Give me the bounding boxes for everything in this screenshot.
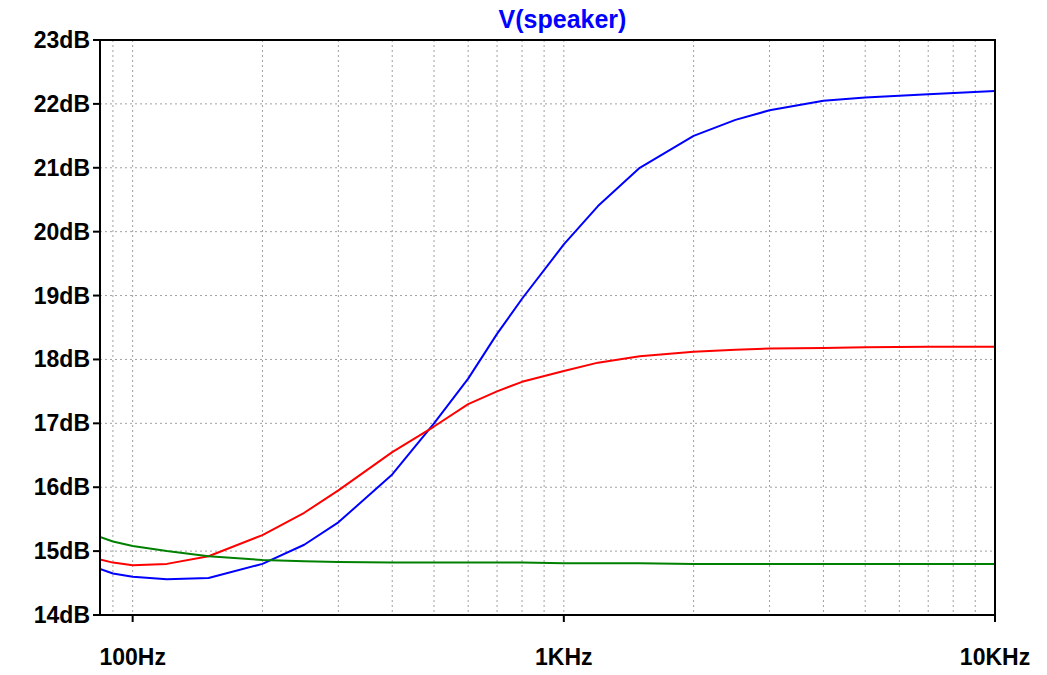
minor-grid: [975, 40, 976, 615]
y-grid: [100, 359, 995, 360]
y-tick: [93, 550, 100, 552]
minor-grid: [468, 40, 469, 615]
x-tick: [132, 615, 134, 622]
minor-grid: [823, 40, 824, 615]
y-tick-label: 18dB: [34, 346, 90, 372]
minor-grid: [112, 40, 113, 615]
y-tick-label: 22dB: [34, 91, 90, 117]
x-tick-label: 10KHz: [960, 644, 1030, 670]
y-grid: [100, 551, 995, 552]
minor-grid: [262, 40, 263, 615]
y-grid: [100, 423, 995, 424]
minor-grid: [953, 40, 954, 615]
minor-grid: [338, 40, 339, 615]
y-tick-label: 23dB: [34, 27, 90, 53]
y-tick: [93, 358, 100, 360]
minor-grid: [434, 40, 435, 615]
minor-grid: [544, 40, 545, 615]
plot-area: [100, 91, 995, 579]
x-grid: [563, 40, 564, 615]
y-tick-label: 17dB: [34, 410, 90, 436]
y-grid: [100, 231, 995, 232]
minor-grid: [522, 40, 523, 615]
y-tick: [93, 295, 100, 297]
y-tick: [93, 167, 100, 169]
x-tick: [563, 615, 565, 622]
y-tick: [93, 39, 100, 41]
y-tick: [93, 486, 100, 488]
x-tick-label: 1KHz: [535, 644, 593, 670]
y-tick-label: 15dB: [34, 538, 90, 564]
minor-grid: [693, 40, 694, 615]
y-tick-label: 14dB: [34, 602, 90, 628]
y-tick-label: 20dB: [34, 219, 90, 245]
y-grid: [100, 295, 995, 296]
y-tick-label: 21dB: [34, 155, 90, 181]
series-line: [100, 537, 995, 564]
minor-grid: [928, 40, 929, 615]
minor-grid: [899, 40, 900, 615]
series-line: [100, 91, 995, 579]
x-tick-label: 100Hz: [99, 644, 165, 670]
minor-grid: [497, 40, 498, 615]
y-tick: [93, 231, 100, 233]
chart: 100Hz 1KHz 10KHz 14dB 15dB 16dB 17dB 18dB 19dB 20…: [0, 0, 1047, 675]
minor-grid: [865, 40, 866, 615]
y-tick: [93, 103, 100, 105]
plot-frame: [100, 40, 995, 615]
x-grid: [132, 40, 133, 615]
minor-grid: [392, 40, 393, 615]
y-grid: [100, 167, 995, 168]
y-tick: [93, 614, 100, 616]
minor-grid: [769, 40, 770, 615]
y-grid: [100, 103, 995, 104]
y-tick: [93, 422, 100, 424]
title: V(speaker): [499, 5, 627, 33]
y-grid: [100, 487, 995, 488]
y-tick-label: 16dB: [34, 474, 90, 500]
y-tick-label: 19dB: [34, 283, 90, 309]
series-line: [100, 347, 995, 565]
x-tick: [994, 615, 996, 622]
